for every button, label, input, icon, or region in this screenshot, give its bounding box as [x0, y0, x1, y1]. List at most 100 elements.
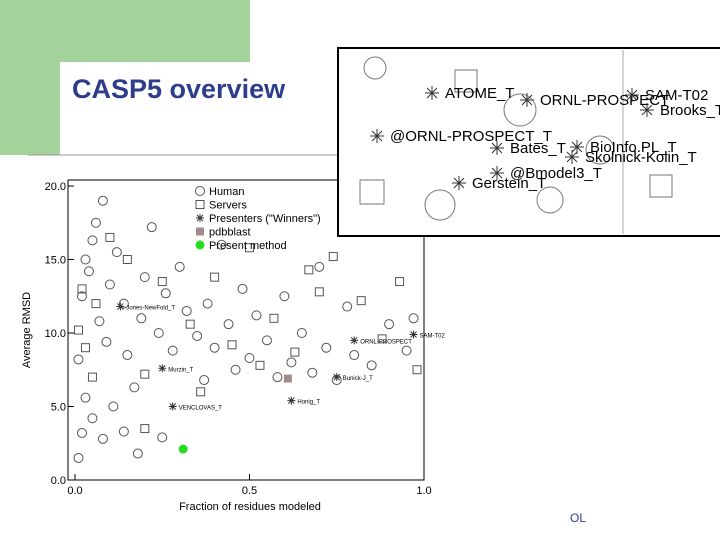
point: [87, 413, 98, 424]
point: [76, 291, 87, 302]
point: [83, 266, 94, 277]
point: [244, 352, 255, 363]
y-tick-label: 20.0: [45, 181, 66, 193]
inset-asterisk: [490, 166, 504, 180]
point: [328, 252, 338, 262]
inset-label: ATOME_T: [445, 85, 514, 102]
point: [296, 328, 307, 338]
inset-deco: [454, 69, 478, 93]
inset-asterisk: [625, 88, 639, 102]
point: [140, 424, 150, 434]
point: [279, 291, 290, 302]
title-box: [60, 62, 250, 155]
point: [408, 313, 419, 324]
point-label: Honig_T: [297, 400, 320, 406]
point: [196, 387, 206, 397]
point: [332, 373, 341, 382]
point: [87, 372, 97, 382]
point: [307, 367, 318, 378]
inset-asterisk: [520, 93, 534, 107]
inset-label: @ORNL-PROSPECT_T: [390, 128, 552, 145]
legend-label: Presenters ("Winners"): [209, 213, 321, 225]
point: [223, 319, 234, 330]
legend-marker: [195, 240, 205, 250]
point: [377, 334, 387, 344]
point: [97, 433, 108, 444]
point: [118, 298, 129, 309]
inset-asterisk: [640, 103, 654, 117]
inset-deco: [503, 93, 537, 127]
point: [409, 330, 418, 339]
point: [356, 296, 366, 306]
point: [255, 360, 265, 370]
point: [132, 448, 143, 459]
inset-label: SAM-T02: [645, 87, 708, 104]
y-tick-label: 0.0: [51, 475, 66, 487]
point: [80, 343, 90, 353]
point: [245, 243, 254, 253]
point-label: SAM-T02: [420, 333, 446, 339]
legend-marker: [195, 186, 205, 196]
point: [185, 319, 195, 329]
point: [261, 335, 272, 346]
point: [349, 350, 360, 361]
x-tick-label: 0.0: [67, 485, 82, 497]
point: [227, 340, 237, 350]
inset-asterisk: [452, 176, 466, 190]
inset-frame: [337, 47, 720, 237]
inset-deco: [424, 189, 456, 221]
footer: OL: [570, 511, 586, 525]
point: [304, 265, 314, 275]
inset-label: Skolnick-Kolin_T: [585, 149, 697, 166]
point: [216, 239, 227, 250]
legend-marker: [196, 227, 204, 236]
series: [283, 374, 292, 383]
point: [73, 354, 84, 365]
point: [286, 357, 297, 368]
point: [209, 342, 220, 353]
slide-title: CASP5 overview: [72, 74, 286, 104]
inset-label: Bates_T: [510, 140, 566, 157]
point: [76, 427, 87, 438]
point: [153, 328, 164, 338]
point: [73, 325, 83, 335]
x-tick-label: 0.5: [242, 485, 257, 497]
point: [80, 392, 91, 403]
y-tick-label: 5.0: [51, 402, 66, 414]
point: [366, 360, 377, 371]
point: [230, 364, 241, 375]
point: [384, 319, 395, 330]
point: [350, 336, 359, 345]
point: [314, 287, 324, 297]
point: [104, 279, 115, 290]
point: [108, 401, 119, 412]
series: Jones-NewFold_T Murzin_T VENCLOVAS_T Honig_…: [116, 302, 446, 412]
point: [283, 374, 292, 383]
point: [287, 396, 296, 405]
point: [174, 261, 185, 272]
plot-frame: [67, 179, 425, 481]
point: [158, 364, 167, 373]
inset-asterisk: [565, 150, 579, 164]
point: [91, 299, 101, 309]
point-label: VENCLOVAS_T: [179, 406, 223, 412]
legend-label: Servers: [209, 200, 247, 212]
point: [94, 316, 105, 327]
point: [290, 347, 300, 357]
point: [105, 232, 115, 242]
point: [139, 272, 150, 283]
point: [111, 247, 122, 258]
x-tick-label: 1.0: [416, 485, 431, 497]
inset-label: ORNL-PROSPECT: [540, 92, 669, 109]
point: [199, 375, 210, 386]
point: [237, 283, 248, 294]
point: [97, 195, 108, 206]
point-label: ORNL-PROSPECT: [360, 339, 412, 345]
legend-label: Human: [209, 186, 244, 198]
inset-deco: [363, 56, 387, 80]
point-label: Murzin_T: [168, 367, 193, 373]
legend-label: Present method: [209, 240, 287, 252]
